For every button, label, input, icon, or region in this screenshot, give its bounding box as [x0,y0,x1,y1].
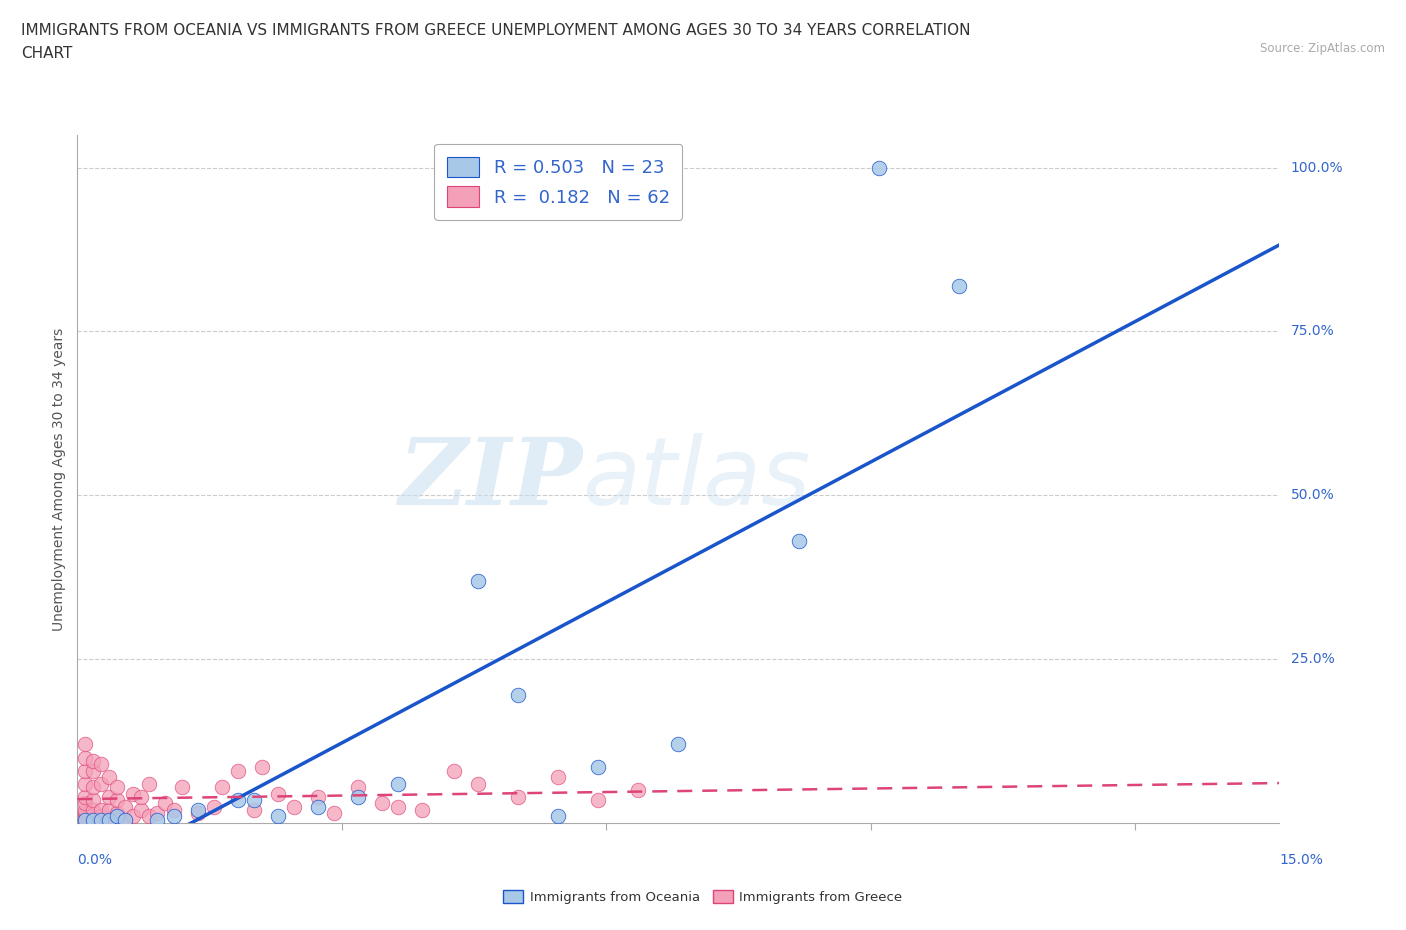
Point [307,790,329,804]
Point [146,812,169,827]
Point [202,799,225,814]
Point [371,796,394,811]
Y-axis label: Unemployment Among Ages 30 to 34 years: Unemployment Among Ages 30 to 34 years [52,327,66,631]
Text: 75.0%: 75.0% [1291,325,1334,339]
Point [75,796,97,811]
Point [443,764,465,778]
Point [155,796,177,811]
Point [347,779,370,794]
Text: 50.0%: 50.0% [1291,488,1334,502]
Point [75,812,97,827]
Point [226,792,249,807]
Point [107,812,129,827]
Point [588,760,610,775]
Point [107,779,129,794]
Point [90,809,112,824]
Point [146,805,169,820]
Text: IMMIGRANTS FROM OCEANIA VS IMMIGRANTS FROM GREECE UNEMPLOYMENT AMONG AGES 30 TO : IMMIGRANTS FROM OCEANIA VS IMMIGRANTS FR… [21,23,970,38]
Text: Source: ZipAtlas.com: Source: ZipAtlas.com [1260,42,1385,55]
Point [588,792,610,807]
Point [82,779,104,794]
Point [242,792,264,807]
Point [267,809,290,824]
Legend: R = 0.503   N = 23, R =  0.182   N = 62: R = 0.503 N = 23, R = 0.182 N = 62 [434,144,682,219]
Point [75,805,97,820]
Point [122,786,145,801]
Point [226,764,249,778]
Point [90,757,112,772]
Point [90,803,112,817]
Point [467,573,489,588]
Point [627,783,650,798]
Point [114,799,136,814]
Point [387,777,409,791]
Point [211,779,233,794]
Point [82,792,104,807]
Point [98,812,121,827]
Point [98,803,121,817]
Point [75,803,97,817]
Point [948,278,970,293]
Point [411,803,433,817]
Point [868,160,890,175]
Point [131,790,153,804]
Point [547,770,569,785]
Point [787,534,810,549]
Point [75,764,97,778]
Point [283,799,305,814]
Point [162,803,184,817]
Point [82,753,104,768]
Point [82,812,104,827]
Point [138,777,160,791]
Point [467,777,489,791]
Point [75,809,97,824]
Point [114,812,136,827]
Legend: Immigrants from Oceania, Immigrants from Greece: Immigrants from Oceania, Immigrants from… [498,884,908,910]
Point [186,803,209,817]
Point [82,764,104,778]
Point [75,777,97,791]
Point [114,812,136,827]
Text: CHART: CHART [21,46,73,61]
Point [508,688,530,703]
Point [90,812,112,827]
Point [267,786,290,801]
Point [90,812,112,827]
Point [75,737,97,751]
Point [387,799,409,814]
Point [107,792,129,807]
Point [547,809,569,824]
Point [170,779,193,794]
Text: 0.0%: 0.0% [77,853,112,868]
Point [82,812,104,827]
Point [307,799,329,814]
Text: ZIP: ZIP [398,434,582,524]
Point [82,803,104,817]
Point [75,812,97,827]
Point [90,777,112,791]
Text: 100.0%: 100.0% [1291,161,1343,175]
Point [131,803,153,817]
Point [138,809,160,824]
Point [162,809,184,824]
Point [98,812,121,827]
Point [107,805,129,820]
Point [186,805,209,820]
Text: 15.0%: 15.0% [1279,853,1323,868]
Text: 25.0%: 25.0% [1291,652,1334,666]
Text: atlas: atlas [582,433,810,525]
Point [668,737,690,751]
Point [250,760,273,775]
Point [508,790,530,804]
Point [122,809,145,824]
Point [75,790,97,804]
Point [347,790,370,804]
Point [107,809,129,824]
Point [322,805,344,820]
Point [98,770,121,785]
Point [82,809,104,824]
Point [98,790,121,804]
Point [242,803,264,817]
Point [75,751,97,765]
